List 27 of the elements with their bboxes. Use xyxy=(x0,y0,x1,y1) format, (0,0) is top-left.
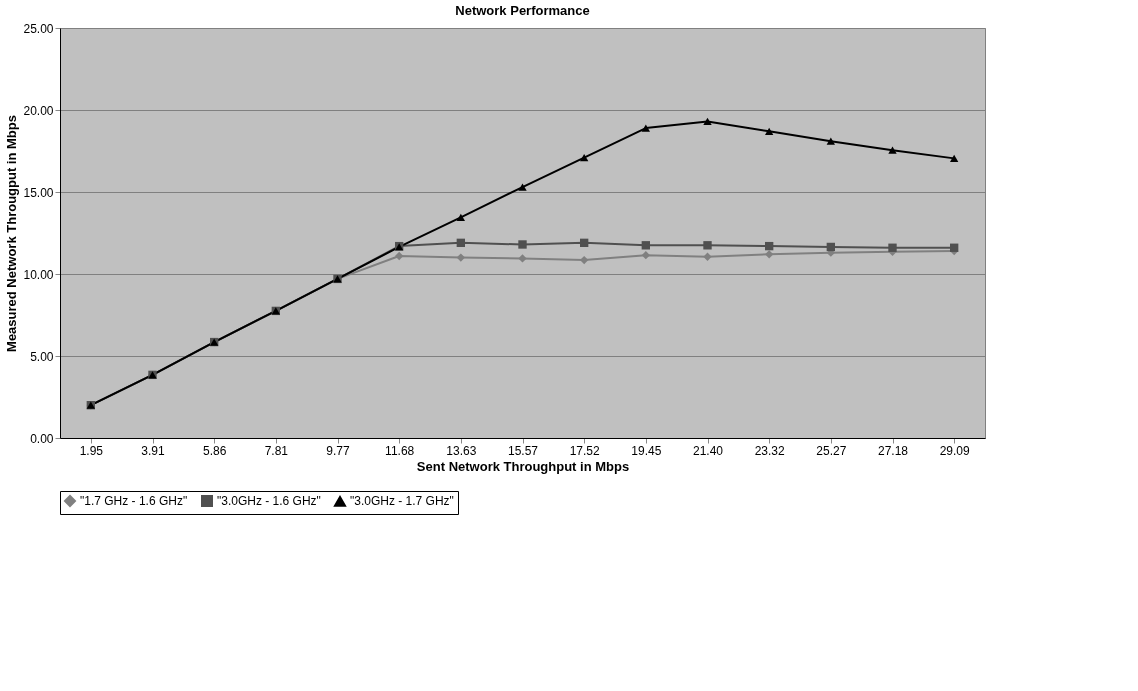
y-tick-label: 20.00 xyxy=(23,103,54,118)
x-tick-label: 3.91 xyxy=(141,443,165,458)
legend-label: "1.7 GHz - 1.6 GHz" xyxy=(80,494,188,508)
x-tick-label: 29.09 xyxy=(939,443,971,458)
x-tick-label: 11.68 xyxy=(385,443,415,458)
y-tick-label: 0.00 xyxy=(30,431,54,446)
legend-label: "3.0GHz - 1.7 GHz" xyxy=(350,494,454,509)
y-axis-title: Measured Network Througput in Mbps xyxy=(4,115,20,352)
x-tick-label: 5.86 xyxy=(202,443,227,458)
x-tick-label: 1.95 xyxy=(79,443,104,458)
x-tick-label: 7.81 xyxy=(264,443,289,458)
y-tick-label: 10.00 xyxy=(23,267,54,282)
x-tick-label: 25.27 xyxy=(816,443,847,458)
x-tick-label: 9.77 xyxy=(326,443,350,458)
legend-label: "3.0GHz - 1.6 GHz" xyxy=(217,494,321,508)
x-tick-label: 21.40 xyxy=(692,443,724,458)
y-tick-label: 25.00 xyxy=(23,21,54,36)
x-tick-label: 23.32 xyxy=(754,443,786,458)
x-tick-label: 13.63 xyxy=(446,443,477,458)
x-tick-label: 27.18 xyxy=(877,443,909,458)
y-tick-label: 5.00 xyxy=(30,349,54,364)
x-axis-title: Sent Network Throughput in Mbps xyxy=(416,458,630,474)
x-tick-label: 17.52 xyxy=(569,443,601,458)
chart-title: Network Performance xyxy=(455,3,590,18)
y-tick-label: 15.00 xyxy=(23,185,54,200)
x-tick-label: 19.45 xyxy=(631,443,662,458)
x-tick-label: 15.57 xyxy=(507,443,539,458)
